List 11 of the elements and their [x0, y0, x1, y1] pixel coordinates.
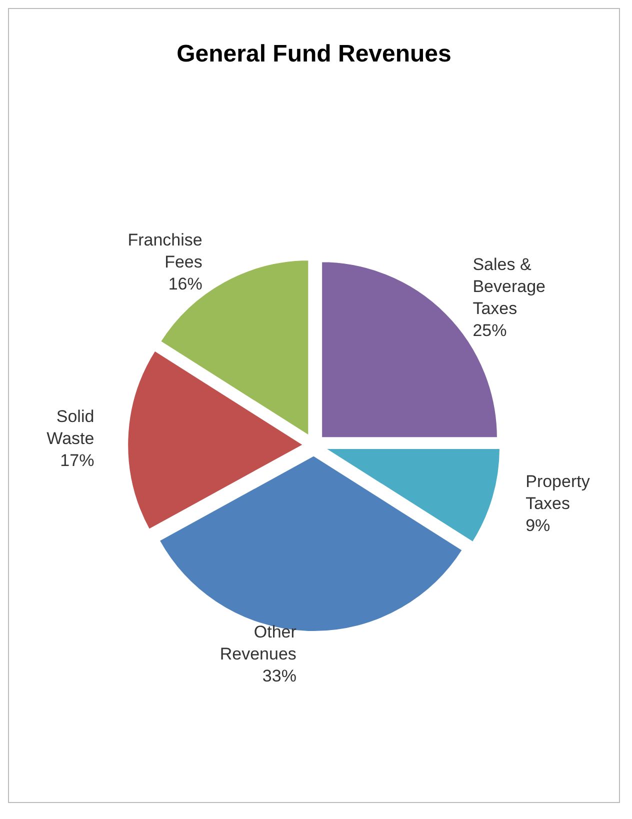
slice-label: Sales & Beverage Taxes: [472, 254, 546, 318]
slice-label: Property Taxes: [526, 472, 590, 513]
chart-title: General Fund Revenues: [176, 40, 452, 68]
data-label: 17%: [60, 451, 94, 470]
data-label: 9%: [526, 516, 550, 535]
slice-label: Other Revenues: [220, 622, 297, 664]
slice-label: Solid Waste: [46, 407, 94, 448]
data-label: 16%: [168, 274, 202, 294]
data-label: 33%: [262, 666, 296, 686]
slice-label: Franchise Fees: [128, 230, 202, 272]
data-label: 25%: [472, 320, 507, 340]
